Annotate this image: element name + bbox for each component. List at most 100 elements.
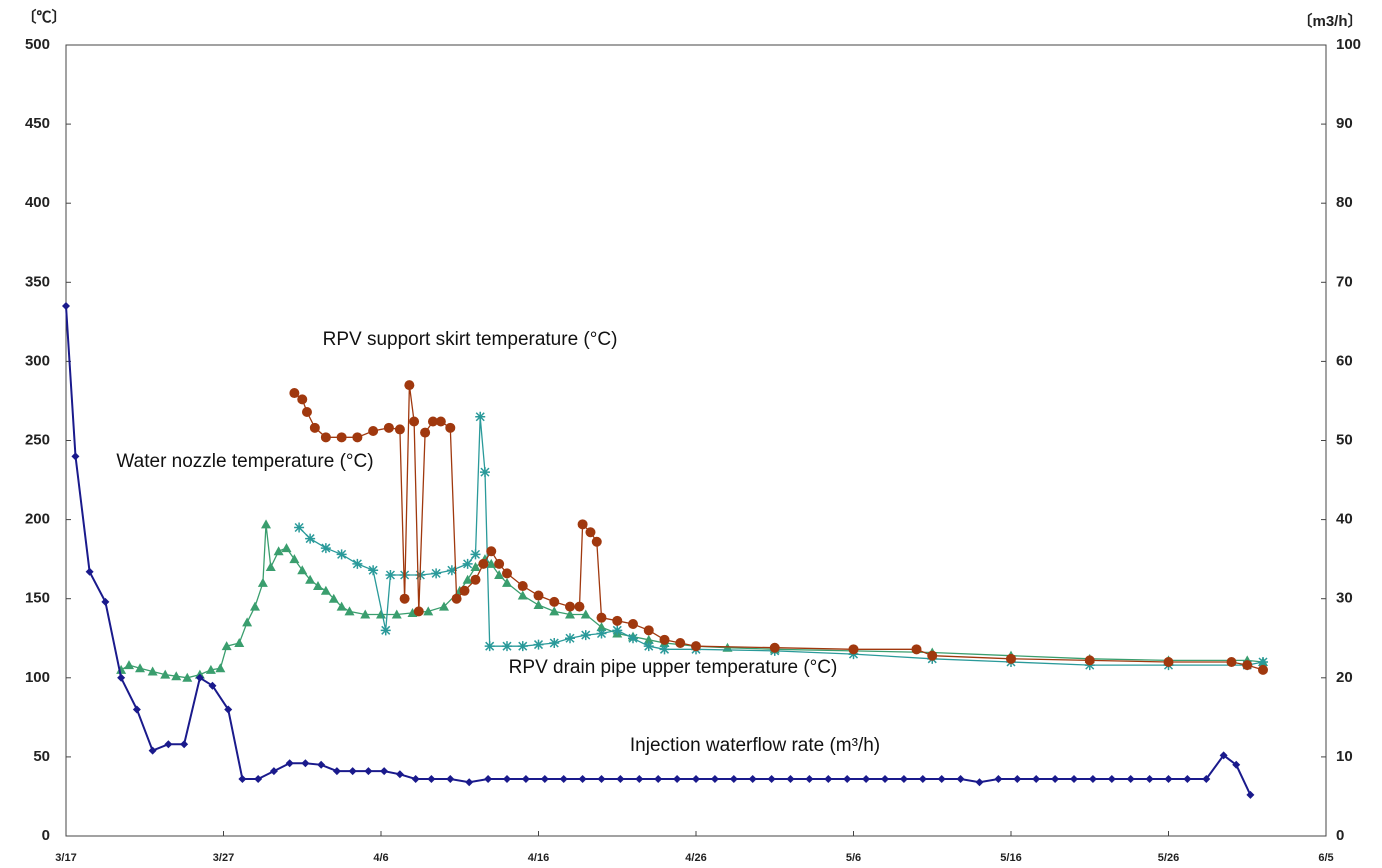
data-point [328,593,339,603]
data-point [862,775,871,784]
data-point [565,633,575,644]
data-point [336,549,347,560]
data-point [692,775,700,784]
y-axis-label: 〔℃〕 [21,8,66,26]
data-point [549,637,560,648]
data-point [628,619,638,630]
data-point [659,634,670,645]
data-point [470,562,481,572]
data-point [1051,775,1060,784]
data-point [360,609,371,619]
data-point [956,775,965,784]
data-point [1145,775,1154,784]
data-point [565,601,575,612]
data-point [399,593,410,604]
data-point [320,432,331,443]
y-tick-label: 50 [33,748,50,765]
data-point [1084,655,1095,666]
data-point [71,452,80,461]
data-point [391,609,402,619]
y2-tick-label: 40 [1336,511,1353,528]
data-point [215,663,226,673]
data-point [484,775,493,784]
data-point [320,585,331,595]
data-point [147,666,158,676]
data-point [479,467,490,478]
data-point [596,612,607,623]
data-point [533,639,544,650]
data-point [824,775,833,784]
data-point [918,775,927,784]
data-point [643,634,654,644]
data-point [748,775,757,784]
data-point [305,574,316,584]
data-point [101,597,110,606]
data-point [459,585,470,596]
data-point [320,543,331,554]
data-point [309,422,320,433]
data-point [465,778,474,787]
data-point [289,388,300,399]
data-point [911,644,922,655]
x-tick-label: 4/16 [528,852,549,864]
y2-tick-label: 0 [1336,827,1344,844]
data-point [675,637,686,648]
data-point [635,775,644,784]
data-point [431,568,442,579]
data-point [899,775,908,784]
data-point [257,577,268,587]
data-point [1202,775,1211,784]
y2-tick-label: 10 [1336,748,1353,765]
data-point [420,427,431,438]
data-point [673,775,682,784]
y2-tick-label: 30 [1336,590,1353,607]
y-tick-label: 300 [25,352,50,369]
data-point [643,641,654,652]
data-point [927,650,938,661]
data-point [1246,790,1255,799]
y2-axis-label: 〔m3/h〕 [1297,12,1362,30]
data-point [486,546,497,557]
y2-tick-label: 60 [1336,352,1353,369]
y-tick-label: 200 [25,511,50,528]
y-tick-label: 250 [25,431,50,448]
data-point [124,660,134,670]
data-point [182,672,193,682]
data-point [411,775,420,784]
data-point [205,664,216,674]
data-point [385,569,396,580]
data-point [427,416,438,427]
data-point [132,705,141,714]
data-point [654,775,663,784]
data-point [208,681,217,690]
data-point [1032,775,1041,784]
data-point [265,562,276,572]
data-point [380,767,389,776]
data-point [462,574,473,584]
data-point [478,558,489,569]
series-label: RPV drain pipe upper temperature (°C) [509,657,838,678]
data-point [62,302,70,311]
data-point [1126,775,1135,784]
y-tick-label: 0 [42,827,50,844]
data-point [975,778,984,787]
data-point [470,549,481,560]
x-tick-label: 5/26 [1158,852,1179,864]
data-point [1258,656,1268,667]
x-tick-label: 6/5 [1318,852,1333,864]
data-point [729,775,738,784]
data-point [234,637,245,647]
data-point [171,671,182,681]
y2-tick-label: 80 [1336,194,1353,211]
data-point [585,527,596,538]
series-line [65,305,1252,796]
data-point [643,625,654,636]
data-point [559,775,568,784]
data-point [517,590,528,600]
data-point [1183,775,1192,784]
data-point [250,601,260,611]
data-point [612,625,623,636]
x-tick-label: 3/27 [213,852,234,864]
data-point [577,519,588,530]
